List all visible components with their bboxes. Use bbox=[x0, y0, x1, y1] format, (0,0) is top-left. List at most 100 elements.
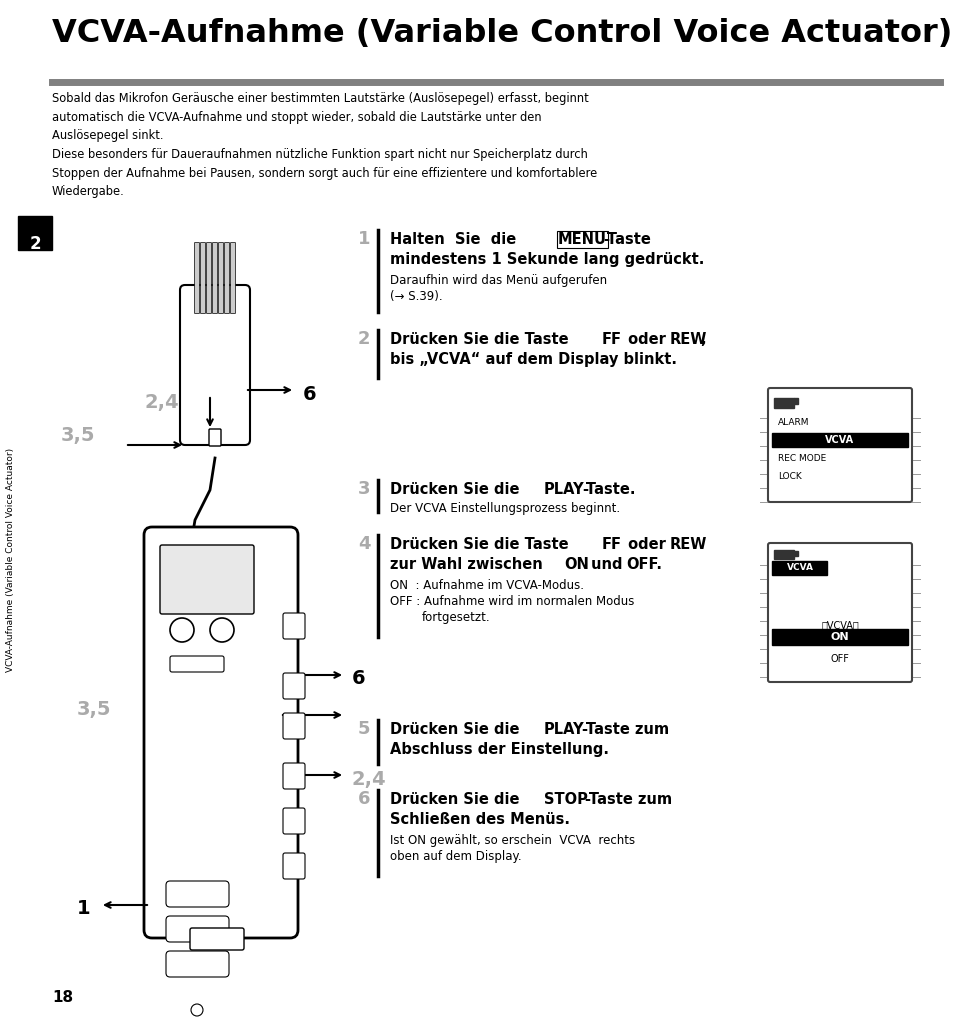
Text: Daraufhin wird das Menü aufgerufen: Daraufhin wird das Menü aufgerufen bbox=[390, 274, 606, 287]
Text: OFF : Aufnahme wird im normalen Modus: OFF : Aufnahme wird im normalen Modus bbox=[390, 595, 634, 608]
Text: Drücken Sie die Taste: Drücken Sie die Taste bbox=[390, 332, 573, 347]
Text: fortgesetzt.: fortgesetzt. bbox=[421, 611, 490, 624]
Text: 2: 2 bbox=[30, 235, 41, 253]
Text: zur Wahl zwischen: zur Wahl zwischen bbox=[390, 557, 547, 572]
Bar bbox=[771, 561, 826, 575]
Text: REC MODE: REC MODE bbox=[778, 453, 825, 463]
Text: ,: , bbox=[700, 332, 705, 347]
Text: 6: 6 bbox=[357, 790, 370, 808]
Text: ON: ON bbox=[563, 557, 588, 572]
Bar bbox=[771, 433, 907, 447]
Bar bbox=[773, 398, 793, 408]
Text: oder: oder bbox=[622, 332, 670, 347]
Text: 18: 18 bbox=[52, 990, 73, 1005]
Text: 3: 3 bbox=[357, 480, 370, 498]
Text: -Taste: -Taste bbox=[602, 232, 650, 247]
Text: Schließen des Menüs.: Schließen des Menüs. bbox=[390, 812, 569, 827]
Text: FF: FF bbox=[601, 332, 621, 347]
Bar bbox=[773, 550, 793, 559]
FancyBboxPatch shape bbox=[166, 916, 229, 942]
FancyBboxPatch shape bbox=[144, 527, 297, 938]
FancyBboxPatch shape bbox=[213, 243, 217, 314]
Text: REW: REW bbox=[669, 537, 706, 552]
Text: Abschluss der Einstellung.: Abschluss der Einstellung. bbox=[390, 742, 608, 757]
FancyBboxPatch shape bbox=[206, 243, 212, 314]
Text: mindestens 1 Sekunde lang gedrückt.: mindestens 1 Sekunde lang gedrückt. bbox=[390, 252, 703, 267]
Text: 6: 6 bbox=[352, 669, 365, 689]
Text: Ist ON gewählt, so erschein  VCVA  rechts: Ist ON gewählt, so erschein VCVA rechts bbox=[390, 834, 635, 847]
Text: ON  : Aufnahme im VCVA-Modus.: ON : Aufnahme im VCVA-Modus. bbox=[390, 579, 583, 592]
Text: PLAY: PLAY bbox=[543, 722, 584, 737]
Text: ON: ON bbox=[830, 632, 848, 642]
Text: 【VCVA】: 【VCVA】 bbox=[821, 620, 858, 630]
Text: 4: 4 bbox=[357, 535, 370, 553]
Text: FF: FF bbox=[601, 537, 621, 552]
FancyBboxPatch shape bbox=[224, 243, 230, 314]
Text: Drücken Sie die: Drücken Sie die bbox=[390, 792, 524, 807]
FancyBboxPatch shape bbox=[283, 673, 305, 699]
Circle shape bbox=[210, 618, 233, 642]
FancyBboxPatch shape bbox=[200, 243, 205, 314]
Text: bis „VCVA“ auf dem Display blinkt.: bis „VCVA“ auf dem Display blinkt. bbox=[390, 352, 677, 367]
FancyBboxPatch shape bbox=[283, 713, 305, 739]
Bar bbox=[18, 216, 52, 250]
Text: 2: 2 bbox=[357, 330, 370, 348]
FancyBboxPatch shape bbox=[194, 243, 199, 314]
Bar bbox=[771, 629, 907, 645]
Text: ALARM: ALARM bbox=[778, 418, 809, 427]
Text: Der VCVA Einstellungsprozess beginnt.: Der VCVA Einstellungsprozess beginnt. bbox=[390, 502, 619, 515]
Text: 5: 5 bbox=[357, 720, 370, 738]
Text: oder: oder bbox=[622, 537, 670, 552]
Text: OFF: OFF bbox=[830, 654, 848, 664]
Text: oben auf dem Display.: oben auf dem Display. bbox=[390, 850, 521, 863]
Circle shape bbox=[207, 597, 223, 613]
FancyBboxPatch shape bbox=[767, 543, 911, 682]
FancyBboxPatch shape bbox=[231, 243, 235, 314]
Text: und: und bbox=[585, 557, 627, 572]
Text: 2,4: 2,4 bbox=[352, 769, 386, 789]
Text: Drücken Sie die: Drücken Sie die bbox=[390, 722, 524, 737]
Text: STOP: STOP bbox=[543, 792, 587, 807]
Text: OFF.: OFF. bbox=[625, 557, 661, 572]
FancyBboxPatch shape bbox=[209, 429, 221, 446]
Text: 1: 1 bbox=[357, 230, 370, 248]
FancyBboxPatch shape bbox=[170, 656, 224, 672]
FancyBboxPatch shape bbox=[283, 613, 305, 639]
Bar bbox=[793, 551, 797, 556]
Text: PLAY: PLAY bbox=[543, 482, 584, 497]
FancyBboxPatch shape bbox=[767, 388, 911, 502]
FancyBboxPatch shape bbox=[218, 243, 223, 314]
Bar bbox=[793, 398, 797, 404]
Text: 6: 6 bbox=[303, 384, 316, 404]
FancyBboxPatch shape bbox=[166, 881, 229, 907]
Text: VCVA: VCVA bbox=[824, 435, 854, 445]
Text: (→ S.39).: (→ S.39). bbox=[390, 290, 442, 303]
FancyBboxPatch shape bbox=[283, 853, 305, 879]
Text: -Taste zum: -Taste zum bbox=[584, 792, 672, 807]
Text: 3,5: 3,5 bbox=[60, 426, 95, 444]
Text: MENU: MENU bbox=[558, 232, 606, 247]
FancyBboxPatch shape bbox=[160, 545, 253, 614]
Text: Drücken Sie die Taste: Drücken Sie die Taste bbox=[390, 537, 573, 552]
FancyBboxPatch shape bbox=[190, 928, 244, 950]
Text: Drücken Sie die: Drücken Sie die bbox=[390, 482, 524, 497]
FancyBboxPatch shape bbox=[283, 763, 305, 789]
Text: VCVA-Aufnahme (Variable Control Voice Actuator): VCVA-Aufnahme (Variable Control Voice Ac… bbox=[7, 448, 15, 673]
Text: LOCK: LOCK bbox=[778, 472, 801, 481]
Text: VCVA-Aufnahme (Variable Control Voice Actuator): VCVA-Aufnahme (Variable Control Voice Ac… bbox=[52, 18, 951, 49]
FancyBboxPatch shape bbox=[166, 951, 229, 977]
Text: VCVA: VCVA bbox=[785, 564, 813, 573]
Text: -Taste zum: -Taste zum bbox=[581, 722, 668, 737]
Text: 2,4: 2,4 bbox=[145, 392, 179, 412]
Text: Sobald das Mikrofon Geräusche einer bestimmten Lautstärke (Auslösepegel) erfasst: Sobald das Mikrofon Geräusche einer best… bbox=[52, 92, 588, 142]
FancyBboxPatch shape bbox=[180, 285, 250, 445]
Text: REW: REW bbox=[669, 332, 706, 347]
Text: -Taste.: -Taste. bbox=[581, 482, 635, 497]
Circle shape bbox=[191, 1004, 203, 1016]
Text: 1: 1 bbox=[76, 900, 90, 918]
Circle shape bbox=[170, 618, 193, 642]
FancyBboxPatch shape bbox=[283, 808, 305, 834]
Text: Halten  Sie  die: Halten Sie die bbox=[390, 232, 526, 247]
Text: 3,5: 3,5 bbox=[77, 699, 112, 718]
Text: Diese besonders für Daueraufnahmen nützliche Funktion spart nicht nur Speicherpl: Diese besonders für Daueraufnahmen nützl… bbox=[52, 148, 597, 198]
